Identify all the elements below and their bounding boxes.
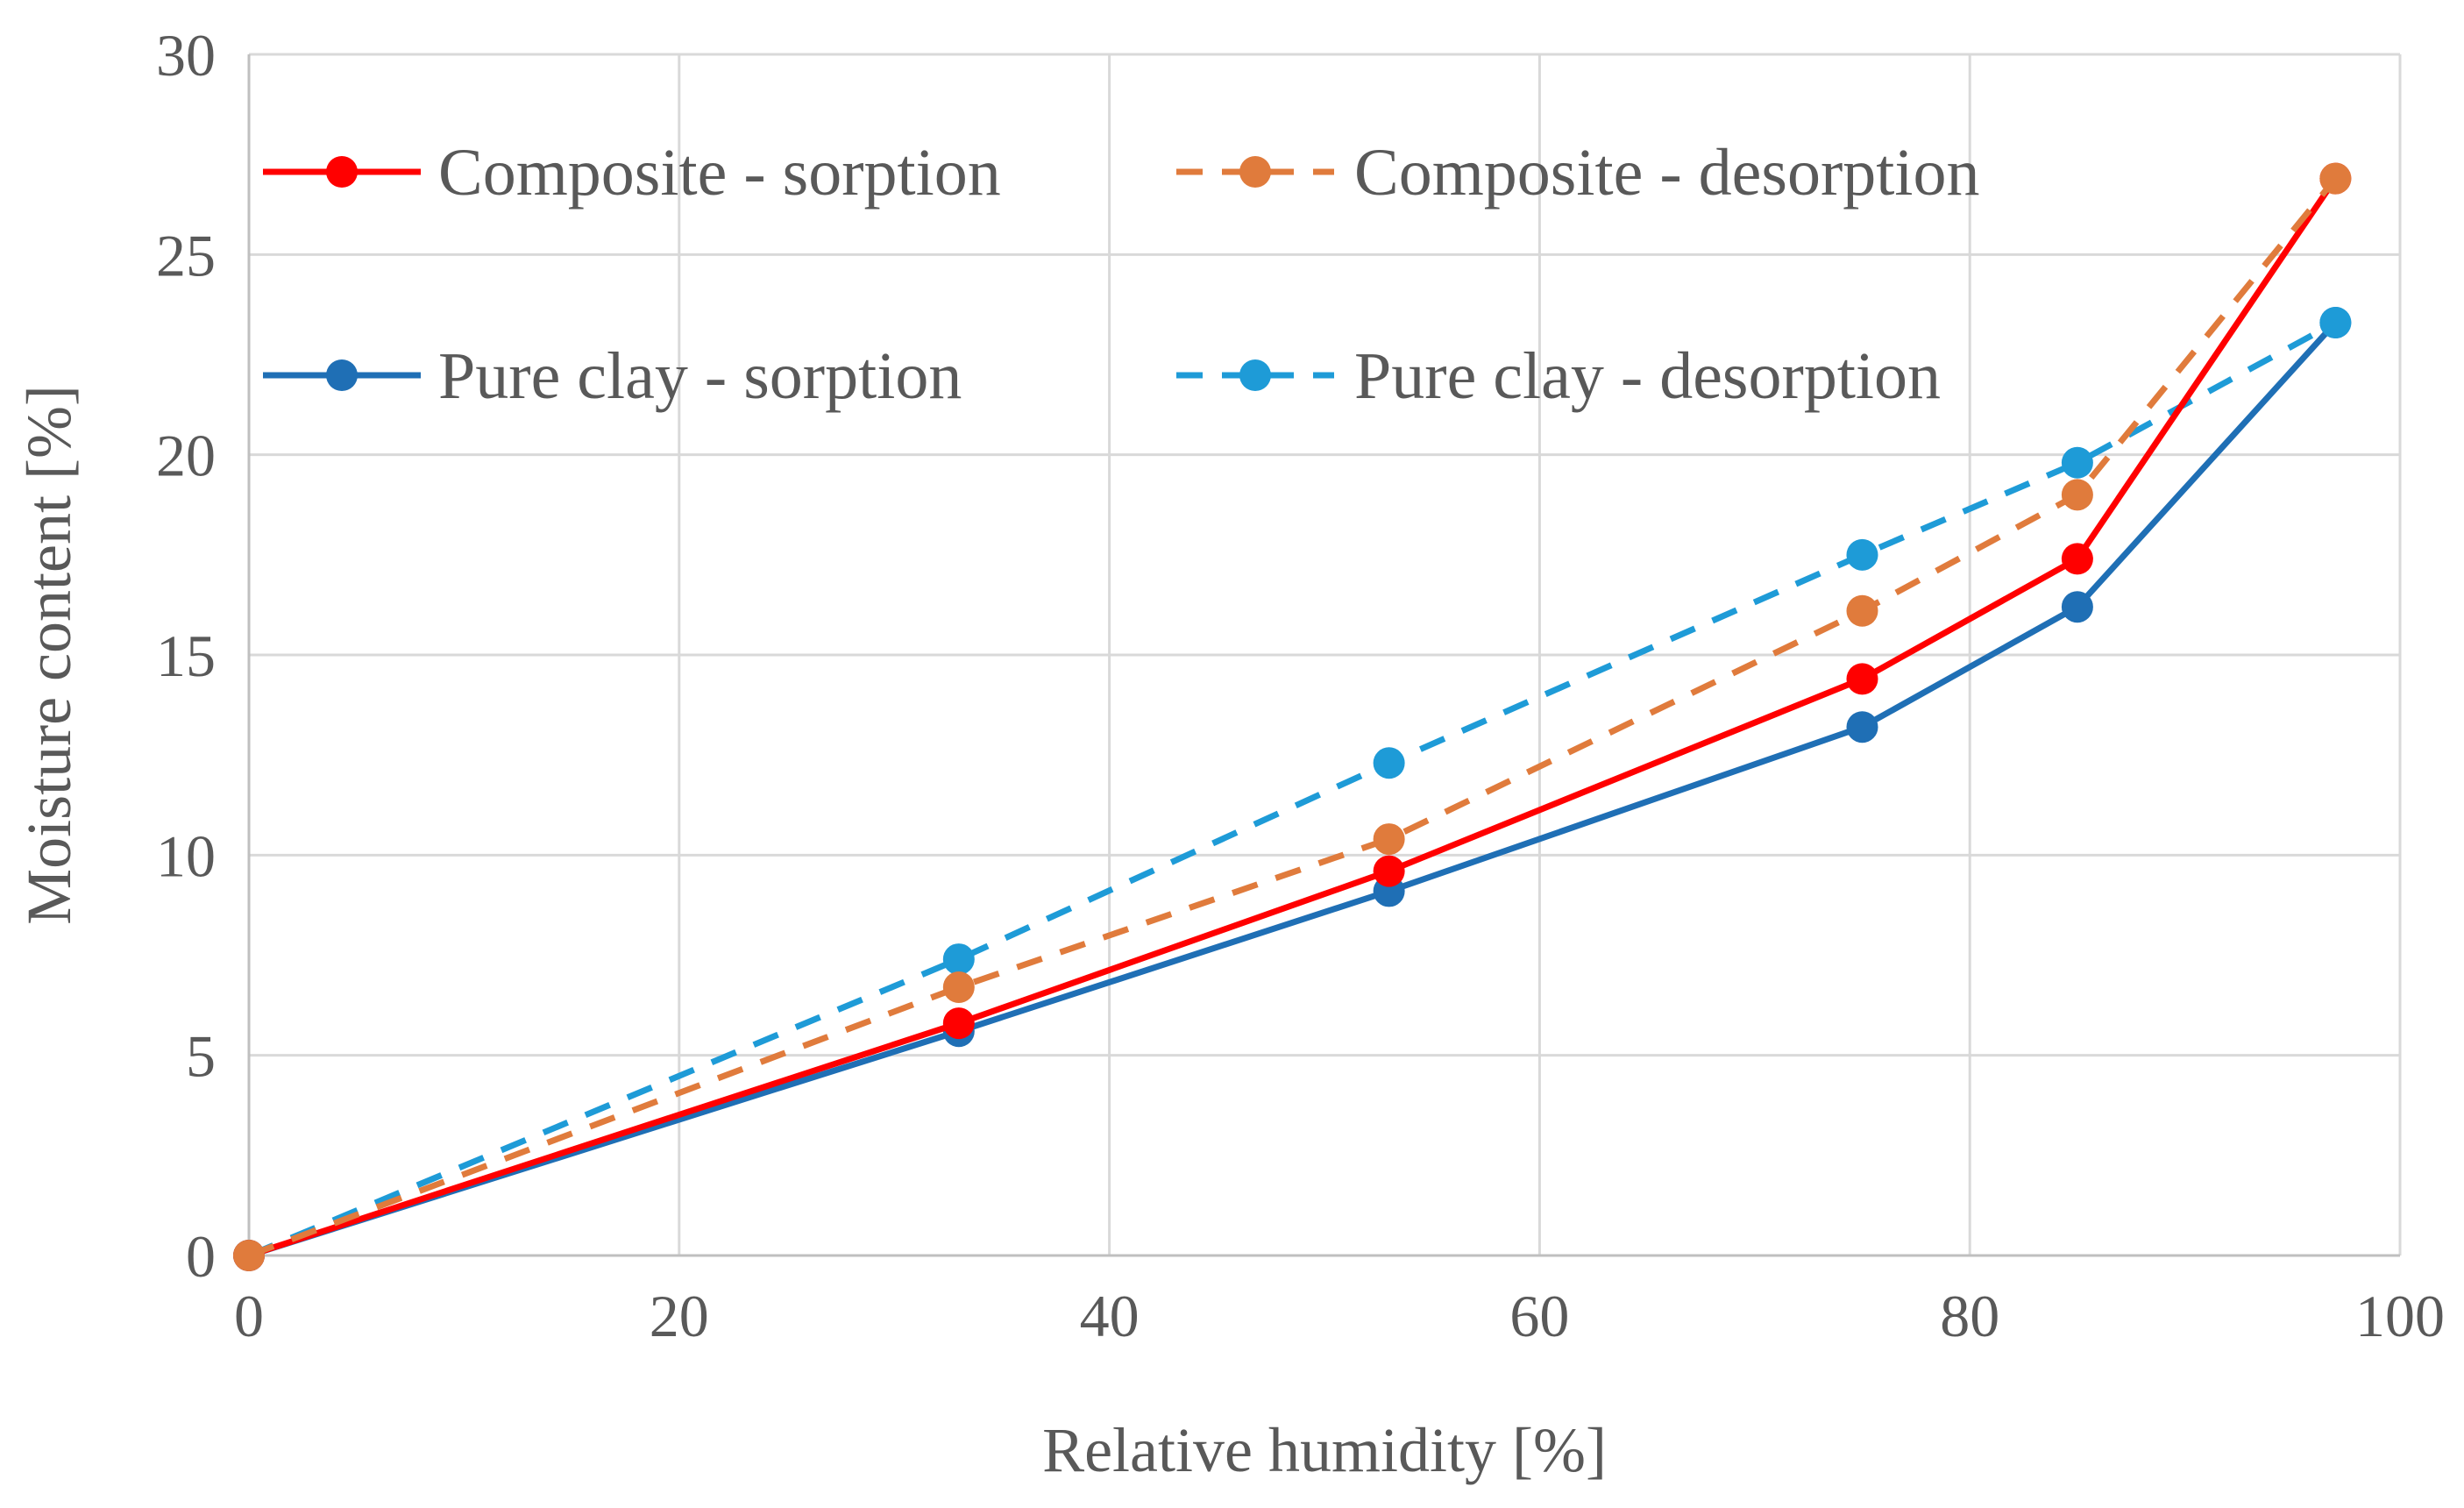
x-tick-label: 100 — [2355, 1283, 2445, 1349]
y-tick-label: 30 — [156, 22, 216, 89]
legend-entry: Pure clay - sorption — [263, 339, 962, 413]
data-point — [2061, 591, 2093, 623]
x-tick-label: 0 — [234, 1283, 264, 1349]
data-point — [2061, 543, 2093, 575]
legend-label: Composite - desorption — [1354, 136, 1980, 210]
legend-label: Composite - sorption — [438, 136, 1001, 210]
series-line — [247, 319, 2338, 1259]
x-axis-title: Relative humidity [%] — [1042, 1415, 1607, 1485]
y-tick-label: 0 — [186, 1223, 216, 1290]
series-line — [247, 176, 2339, 1259]
legend-entry: Composite - sorption — [263, 136, 1001, 210]
legend-label: Pure clay - sorption — [438, 339, 962, 413]
data-point — [942, 943, 975, 976]
data-point — [1846, 594, 1878, 627]
y-tick-label: 15 — [156, 622, 216, 689]
tick-labels: 0 5 10 15 20 25 30 0 20 40 60 80 100 — [156, 22, 2445, 1349]
data-point — [2319, 162, 2352, 195]
data-point — [1846, 711, 1878, 743]
x-tick-label: 80 — [1940, 1283, 1999, 1349]
series-line — [247, 176, 2339, 1259]
x-tick-label: 40 — [1080, 1283, 1140, 1349]
data-point — [1373, 823, 1405, 856]
y-tick-label: 25 — [156, 222, 216, 288]
legend-swatch-marker — [326, 359, 358, 391]
series-composite-desorption — [233, 162, 2352, 1271]
gridlines — [249, 53, 2402, 1255]
y-tick-label: 10 — [156, 822, 216, 889]
series-line — [247, 320, 2338, 1259]
y-axis-title: Moisture content [%] — [14, 385, 84, 925]
data-point — [942, 1007, 975, 1040]
axes — [247, 54, 2400, 1257]
data-point — [1846, 663, 1878, 695]
data-point — [2319, 306, 2352, 338]
data-point — [2061, 446, 2093, 479]
legend-entry: Pure clay - desorption — [1176, 339, 1941, 413]
data-point — [2061, 479, 2093, 511]
data-point — [233, 1240, 265, 1271]
y-tick-label: 5 — [186, 1023, 216, 1090]
x-tick-label: 60 — [1509, 1283, 1569, 1349]
legend-entry: Composite - desorption — [1176, 136, 1980, 210]
legend-label: Pure clay - desorption — [1354, 339, 1941, 413]
legend: Composite - sorption Composite - desorpti… — [263, 136, 1980, 413]
legend-swatch-marker — [1239, 156, 1271, 188]
data-point — [1373, 855, 1405, 887]
legend-swatch-marker — [1239, 359, 1271, 391]
legend-swatch-marker — [326, 156, 358, 188]
data-point — [1846, 538, 1878, 571]
series-layer — [233, 162, 2352, 1271]
x-tick-label: 20 — [650, 1283, 709, 1349]
data-point — [942, 971, 975, 1004]
y-tick-label: 20 — [156, 423, 216, 489]
data-point — [1373, 747, 1405, 779]
